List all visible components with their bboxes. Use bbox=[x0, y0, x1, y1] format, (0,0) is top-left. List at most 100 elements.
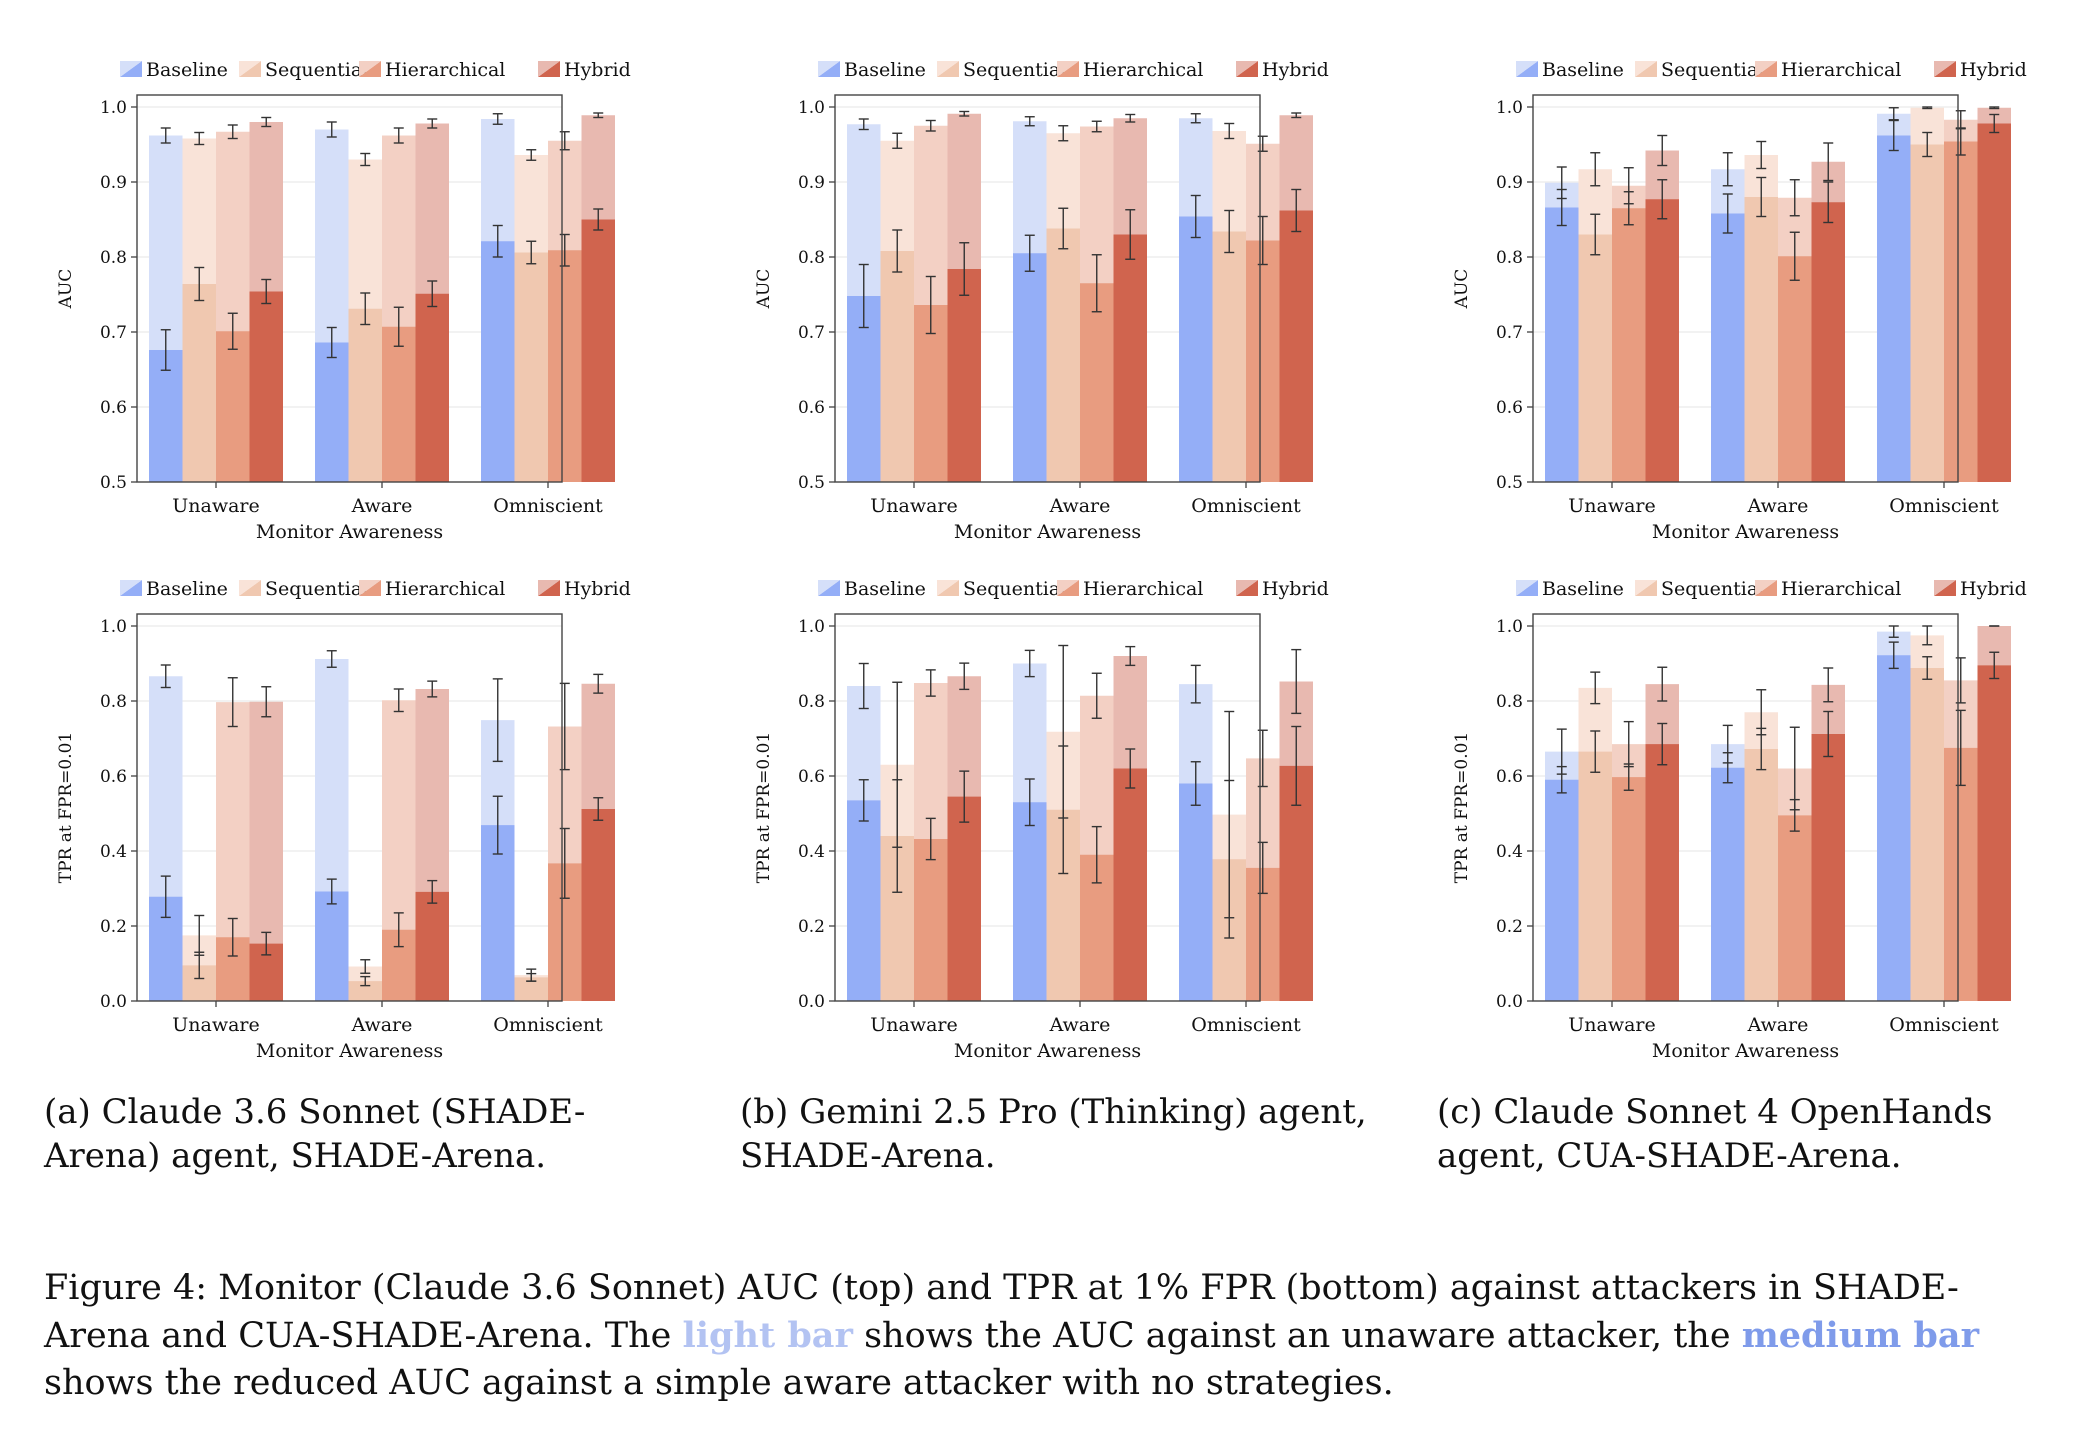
x-tick-label: Unaware bbox=[172, 495, 260, 517]
bar-strong-hierarchical bbox=[1246, 240, 1280, 482]
legend-swatch-light bbox=[239, 580, 261, 596]
legend-swatch-light bbox=[1635, 580, 1657, 596]
bar-strong-hybrid bbox=[947, 269, 981, 482]
bar-strong-hybrid bbox=[1113, 234, 1147, 482]
bar-strong-hierarchical bbox=[548, 250, 582, 482]
bar-strong-hierarchical bbox=[914, 839, 948, 1001]
caption-text-1: Figure 4: Monitor (Claude 3.6 Sonnet) AU… bbox=[44, 1268, 1959, 1356]
caption-light-bar-label: light bar bbox=[682, 1315, 853, 1356]
bar-strong-sequential bbox=[1046, 228, 1080, 482]
legend-item-hierarchical: Hierarchical bbox=[359, 578, 505, 600]
y-tick-label: 0.5 bbox=[100, 473, 127, 493]
bar-strong-hybrid bbox=[581, 219, 615, 482]
bar-strong-hierarchical bbox=[216, 331, 250, 482]
bar-strong-hierarchical bbox=[1778, 256, 1812, 482]
bar-strong-hybrid bbox=[1279, 210, 1313, 482]
figure-charts: 0.5 0.6 0.7 0.8 0.9 1.0 Unaware Aware Omniscient… bbox=[56, 59, 2027, 1062]
legend-label: Baseline bbox=[844, 59, 926, 81]
legend-item-hierarchical: Hierarchical bbox=[359, 59, 505, 81]
y-tick-label: 0.0 bbox=[798, 992, 825, 1012]
y-tick-label: 0.8 bbox=[1496, 248, 1523, 268]
bar-strong-hybrid bbox=[415, 891, 449, 1001]
y-tick-label: 0.8 bbox=[798, 248, 825, 268]
subcaption-a: (a) Claude 3.6 Sonnet (SHADE-Arena) agen… bbox=[44, 1092, 586, 1176]
legend-swatch-light bbox=[937, 61, 959, 77]
axis-frame bbox=[1532, 613, 1959, 1002]
y-tick-label: 0.8 bbox=[798, 692, 825, 712]
legend-item-hybrid: Hybrid bbox=[1236, 59, 1329, 81]
caption-medium-bar-label: medium bar bbox=[1741, 1315, 1980, 1356]
y-axis-label: AUC bbox=[1452, 269, 1472, 310]
y-tick-label: 0.6 bbox=[1496, 398, 1523, 418]
chart-panel-c-auc: 0.5 0.6 0.7 0.8 0.9 1.0 Unaware Aware Omniscient… bbox=[1452, 59, 2027, 543]
bar-strong-baseline bbox=[1013, 253, 1047, 482]
legend-label: Hybrid bbox=[1960, 578, 2027, 600]
y-tick-label: 0.5 bbox=[1496, 473, 1523, 493]
legend-label: Baseline bbox=[146, 59, 228, 81]
legend-swatch-light bbox=[1516, 580, 1538, 596]
axis-frame bbox=[1532, 94, 1959, 483]
x-tick-label: Aware bbox=[351, 495, 413, 517]
legend-swatch-light bbox=[1516, 61, 1538, 77]
legend-item-baseline: Baseline bbox=[818, 59, 926, 81]
y-tick-label: 1.0 bbox=[1496, 617, 1523, 637]
legend-swatch-light bbox=[359, 61, 381, 77]
x-tick-label: Omniscient bbox=[1191, 495, 1301, 517]
legend-label: Sequential bbox=[1661, 578, 1764, 600]
y-tick-label: 0.7 bbox=[1496, 323, 1523, 343]
x-tick-label: Omniscient bbox=[493, 495, 603, 517]
legend-swatch-light bbox=[1236, 61, 1258, 77]
bar-strong-sequential bbox=[348, 308, 382, 482]
legend-label: Hierarchical bbox=[385, 59, 505, 81]
y-tick-label: 0.0 bbox=[100, 992, 127, 1012]
legend-item-sequential: Sequential bbox=[937, 578, 1066, 600]
y-tick-label: 0.9 bbox=[100, 173, 127, 193]
x-tick-label: Aware bbox=[1049, 1014, 1111, 1036]
legend-label: Hybrid bbox=[564, 578, 631, 600]
legend-swatch-light bbox=[538, 580, 560, 596]
chart-panel-a-tpr: 0.0 0.2 0.4 0.6 0.8 1.0 Unaware Aware Omniscient… bbox=[56, 578, 631, 1062]
bar-strong-hybrid bbox=[1645, 199, 1679, 482]
y-tick-label: 1.0 bbox=[1496, 98, 1523, 118]
bar-strong-baseline bbox=[1179, 216, 1213, 482]
bar-strong-baseline bbox=[1545, 779, 1579, 1001]
legend-swatch-light bbox=[1934, 580, 1956, 596]
bar-strong-baseline bbox=[481, 241, 515, 482]
legend-item-baseline: Baseline bbox=[120, 578, 228, 600]
bar-strong-hybrid bbox=[581, 809, 615, 1001]
legend-swatch-light bbox=[818, 61, 840, 77]
y-tick-label: 0.8 bbox=[1496, 692, 1523, 712]
legend-item-baseline: Baseline bbox=[818, 578, 926, 600]
legend-item-sequential: Sequential bbox=[1635, 59, 1764, 81]
y-tick-label: 0.6 bbox=[1496, 767, 1523, 787]
bar-strong-sequential bbox=[182, 284, 216, 482]
legend-swatch-light bbox=[239, 61, 261, 77]
y-axis-label: AUC bbox=[754, 269, 774, 310]
y-tick-label: 0.6 bbox=[100, 767, 127, 787]
axis-frame bbox=[834, 94, 1261, 483]
bar-strong-baseline bbox=[1179, 783, 1213, 1001]
legend-label: Sequential bbox=[265, 578, 368, 600]
x-tick-label: Unaware bbox=[870, 1014, 958, 1036]
x-tick-label: Omniscient bbox=[1191, 1014, 1301, 1036]
legend-swatch-light bbox=[1934, 61, 1956, 77]
bar-strong-hierarchical bbox=[1080, 283, 1114, 482]
axis-frame bbox=[136, 613, 563, 1002]
bar-strong-baseline bbox=[1877, 135, 1911, 482]
legend-label: Hierarchical bbox=[1083, 578, 1203, 600]
y-tick-label: 0.0 bbox=[1496, 992, 1523, 1012]
bar-strong-hybrid bbox=[1977, 123, 2011, 482]
y-tick-label: 0.2 bbox=[798, 917, 825, 937]
legend-swatch-light bbox=[1635, 61, 1657, 77]
x-tick-label: Unaware bbox=[1568, 1014, 1656, 1036]
bar-strong-hybrid bbox=[1645, 744, 1679, 1001]
legend-item-hybrid: Hybrid bbox=[1934, 59, 2027, 81]
bar-strong-hierarchical bbox=[914, 305, 948, 482]
legend-item-baseline: Baseline bbox=[120, 59, 228, 81]
legend-label: Sequential bbox=[963, 59, 1066, 81]
bar-strong-sequential bbox=[348, 981, 382, 1001]
y-tick-label: 0.6 bbox=[798, 767, 825, 787]
legend-item-hybrid: Hybrid bbox=[1236, 578, 1329, 600]
bar-strong-sequential bbox=[514, 977, 548, 1001]
legend-item-sequential: Sequential bbox=[937, 59, 1066, 81]
